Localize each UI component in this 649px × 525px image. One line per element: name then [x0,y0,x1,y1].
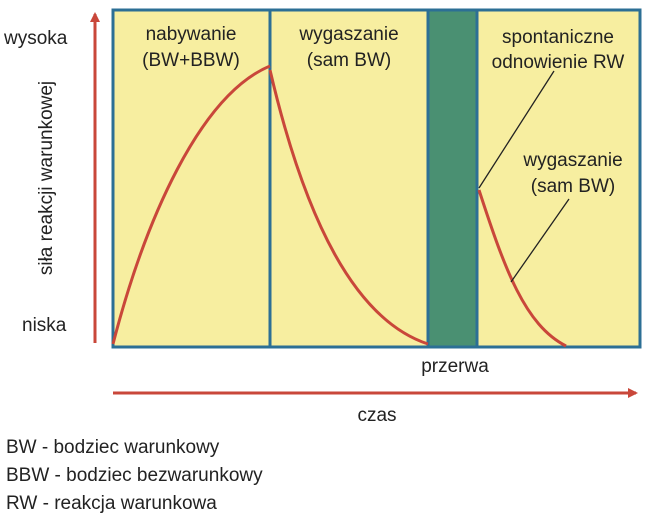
legend-item-bw: BW - bodziec warunkowy [6,437,220,458]
x-axis-label: czas [357,405,396,426]
panel-extinction [268,8,430,349]
break-bar [426,8,479,349]
panel-spontaneous-recovery [475,8,642,349]
y-axis-label: siła reakcji warunkowej [36,81,57,275]
legend-item-bbw: BBW - bodziec bezwarunkowy [6,465,263,486]
extinction2-pointer-line [510,198,570,283]
recovery-pointer-line [478,70,555,189]
extinction2-title: wygaszanie [522,150,622,171]
phase-extinction-subtitle: (sam BW) [307,50,391,71]
phase-recovery-title: spontaniczne [502,27,614,48]
y-axis-high-label: wysoka [3,28,68,49]
phase-extinction-title: wygaszanie [298,24,398,45]
extinction-curve [268,69,429,346]
conditioning-diagram: siła reakcji warunkowej wysoka niska nab… [3,8,642,426]
y-axis-low-label: niska [22,315,67,336]
legend-item-rw: RW - reakcja warunkowa [6,493,217,514]
break-label: przerwa [421,356,489,377]
phase-recovery-subtitle: odnowienie RW [492,52,625,73]
phase-acquisition-subtitle: (BW+BBW) [142,50,240,71]
panel-acquisition [111,8,272,349]
phase-acquisition-title: nabywanie [146,24,237,45]
acquisition-curve [111,64,271,345]
recovery-curve [477,189,567,348]
extinction2-subtitle: (sam BW) [531,176,615,197]
